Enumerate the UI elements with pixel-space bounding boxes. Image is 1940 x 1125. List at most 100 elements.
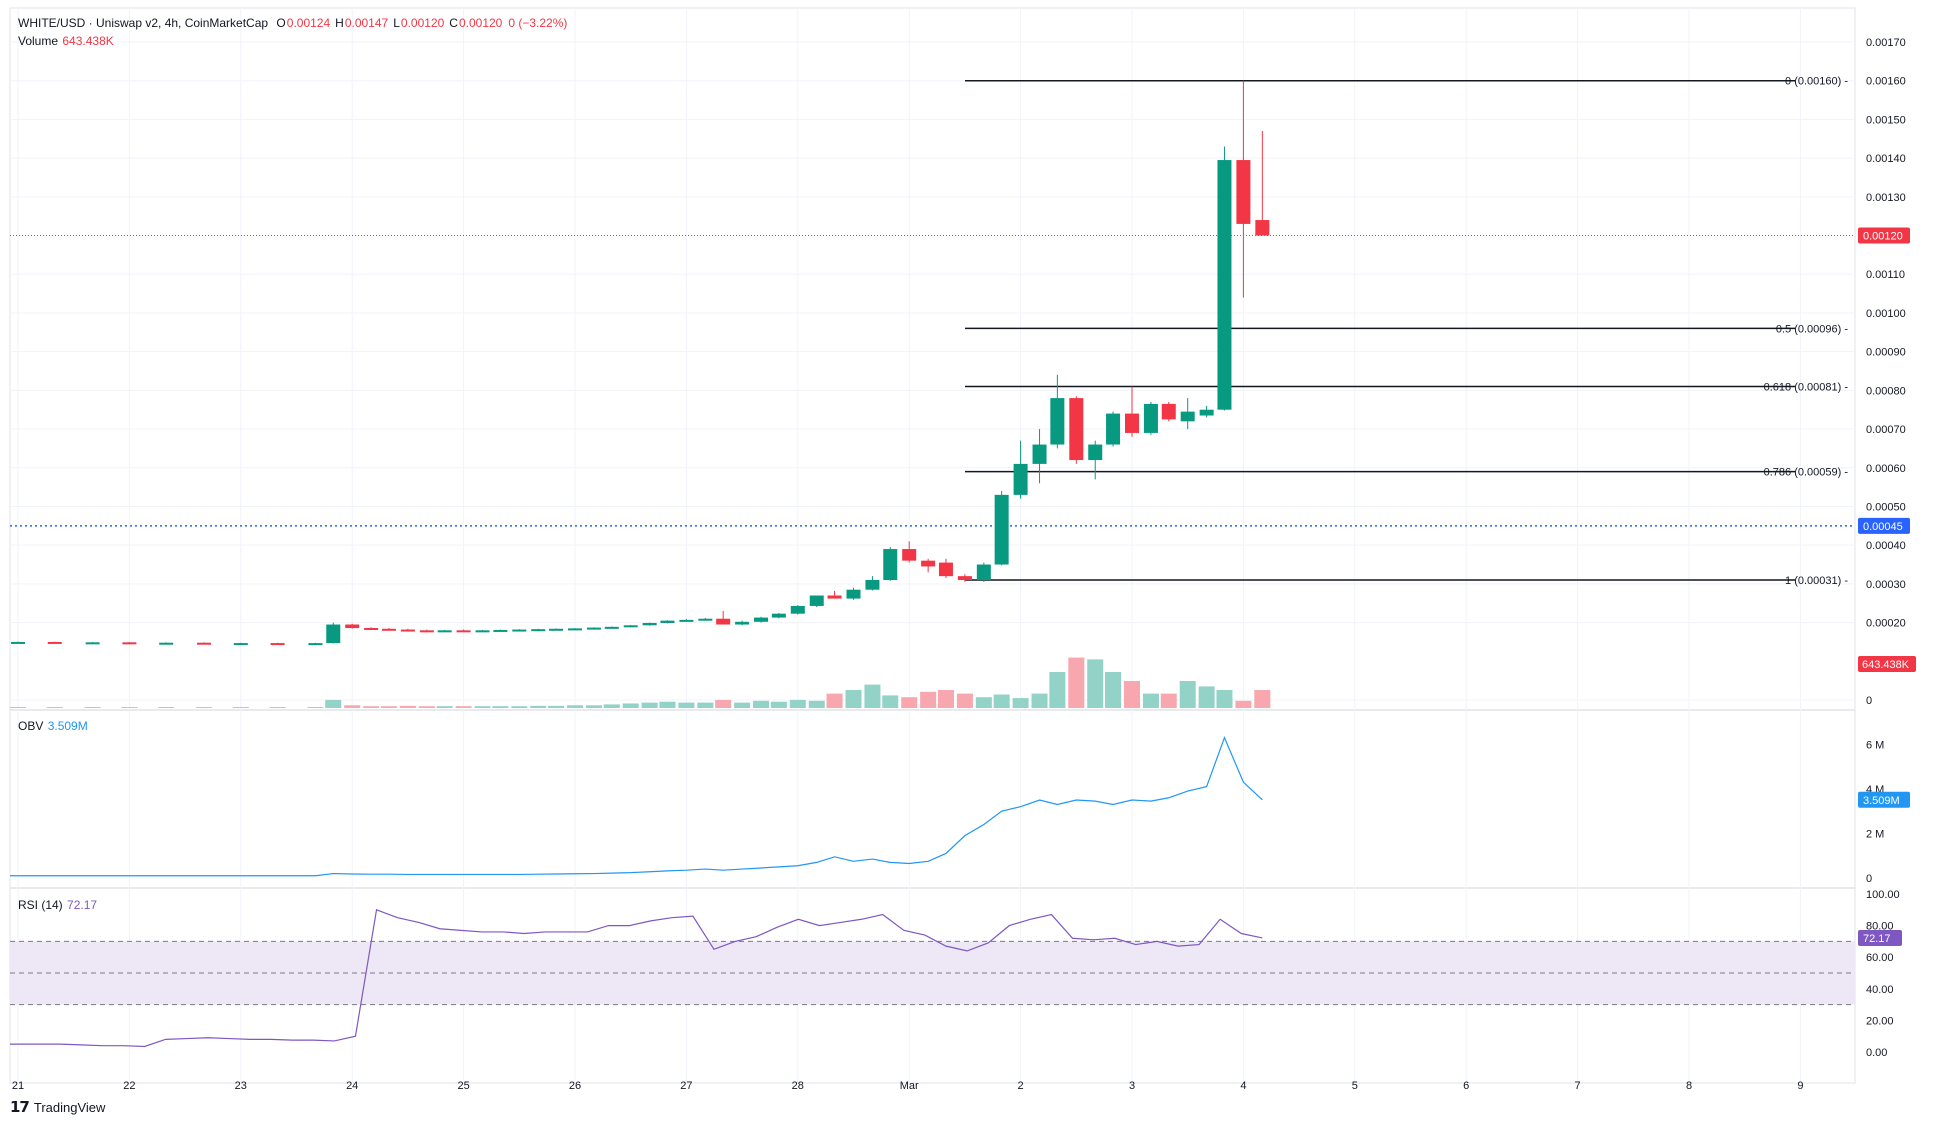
price-axis[interactable]: 0.001700.001600.001500.001400.001300.001… [1858, 37, 1916, 1059]
candle-body [938, 562, 953, 577]
candle-body [586, 627, 601, 630]
candle-body [1032, 444, 1047, 464]
obv-legend: OBV 3.509M [18, 719, 88, 733]
fib-level-label: 0.5 (0.00096) - [1776, 323, 1848, 335]
volume-bar [697, 702, 714, 708]
volume-bar [121, 707, 138, 708]
candle-body [531, 629, 546, 632]
candle-body [159, 642, 174, 645]
candle-body [270, 643, 285, 646]
volume-bar [920, 691, 937, 708]
volume-bar [826, 693, 843, 708]
volume-bar [1216, 690, 1233, 708]
volume-bars [10, 657, 1271, 708]
volume-bar [344, 705, 361, 708]
candle-body [883, 549, 898, 581]
time-tick-label: 28 [792, 1080, 804, 1092]
candle-body [604, 626, 619, 629]
obv-badge-label: 3.509M [1863, 795, 1900, 807]
candle-body [790, 605, 805, 614]
volume-bar [864, 684, 881, 708]
ohlc-value: 0.00120 [458, 16, 503, 30]
price-tick-label: 0.00150 [1866, 114, 1906, 126]
time-tick-label: 22 [123, 1080, 135, 1092]
current-price-label: 0.00120 [1863, 231, 1903, 243]
time-axis[interactable]: 21 22 23 24 25 26 27 28 Mar 2 3 4 5 6 7 8 9 [12, 1080, 1804, 1092]
candle-body [1050, 398, 1065, 445]
candle-body [865, 580, 880, 590]
volume-badge [1858, 656, 1916, 672]
symbol-title[interactable]: WHITE/USD · Uniswap v2, 4h, CoinMarketCa… [18, 16, 269, 30]
fib-retracement[interactable]: 0 (0.00160) - 0.5 (0.00096) - 0.618 (0.000… [965, 76, 1848, 587]
tradingview-brand[interactable]: 𝟭𝟳 TradingView [10, 1098, 105, 1116]
volume-bar [734, 702, 751, 708]
volume-bar [753, 700, 770, 708]
rsi-band [10, 940, 1855, 1006]
candle-body [568, 628, 582, 631]
rsi-tick-label: 80.00 [1866, 921, 1894, 933]
ohlc-value: 0.00147 [344, 16, 389, 30]
candle-body [233, 643, 248, 646]
rsi-badge [1858, 929, 1902, 946]
candles [11, 80, 1270, 646]
candle-body [994, 494, 1009, 565]
level-badge [1858, 517, 1910, 534]
volume-bar [770, 701, 787, 708]
obv-label: OBV [18, 719, 44, 733]
time-tick-label: 4 [1240, 1080, 1246, 1092]
candle-body [1255, 220, 1270, 236]
volume-bar [659, 701, 676, 708]
candle-body [642, 622, 657, 626]
volume-bar [548, 705, 565, 708]
rsi-series-line [10, 908, 1263, 1048]
volume-bar [1105, 672, 1122, 708]
candle-body [493, 629, 508, 632]
time-tick-label: 26 [569, 1080, 581, 1092]
price-tick-label: 0.00140 [1866, 153, 1906, 165]
volume-bar [530, 705, 547, 708]
ohlc-item: O0.00124 [276, 16, 330, 30]
candle-body [698, 618, 713, 621]
candle-body [475, 630, 490, 633]
fib-level-label: 0.618 (0.00081) - [1764, 381, 1849, 393]
tradingview-logo-icon: 𝟭𝟳 [10, 1099, 30, 1116]
level-label: 0.00045 [1863, 521, 1903, 533]
rsi-badge-label: 72.17 [1863, 933, 1891, 945]
volume-bar [84, 707, 101, 708]
volume-bar [845, 690, 862, 708]
candle-body [1088, 444, 1103, 461]
volume-bar [1198, 686, 1215, 708]
candle-body [976, 564, 991, 581]
candle-body [902, 549, 917, 561]
candle-body [660, 620, 675, 623]
price-tick-label: 0.00130 [1866, 192, 1906, 204]
time-tick-label: 5 [1352, 1080, 1358, 1092]
volume-bar [455, 706, 472, 708]
obv-line [10, 735, 1263, 877]
rsi-line [10, 908, 1263, 1048]
volume-bar [956, 693, 973, 708]
volume-bar [158, 707, 175, 708]
candle-body [1069, 398, 1084, 461]
volume-bar [808, 700, 825, 708]
obv-series-line [10, 735, 1263, 877]
volume-bar [603, 704, 620, 708]
fib-level-label: 0.786 (0.00059) - [1764, 467, 1849, 479]
time-tick-label: 6 [1463, 1080, 1469, 1092]
price-tick-label: 0.00040 [1866, 540, 1906, 552]
volume-bar [622, 703, 639, 708]
candle-body [1013, 463, 1028, 495]
volume-bar [363, 706, 380, 708]
price-tick-label: 0.00030 [1866, 579, 1906, 591]
price-tick-label: 0.00160 [1866, 76, 1906, 88]
candle-body [456, 630, 471, 633]
volume-bar [1031, 693, 1048, 708]
rsi-label: RSI (14) [18, 898, 63, 912]
volume-bar [585, 705, 602, 708]
volume-bar [975, 697, 992, 708]
candle-body [1161, 403, 1176, 420]
volume-bar [269, 707, 286, 708]
symbol-legend: WHITE/USD · Uniswap v2, 4h, CoinMarketCa… [18, 16, 567, 30]
volume-bar [1049, 672, 1066, 708]
